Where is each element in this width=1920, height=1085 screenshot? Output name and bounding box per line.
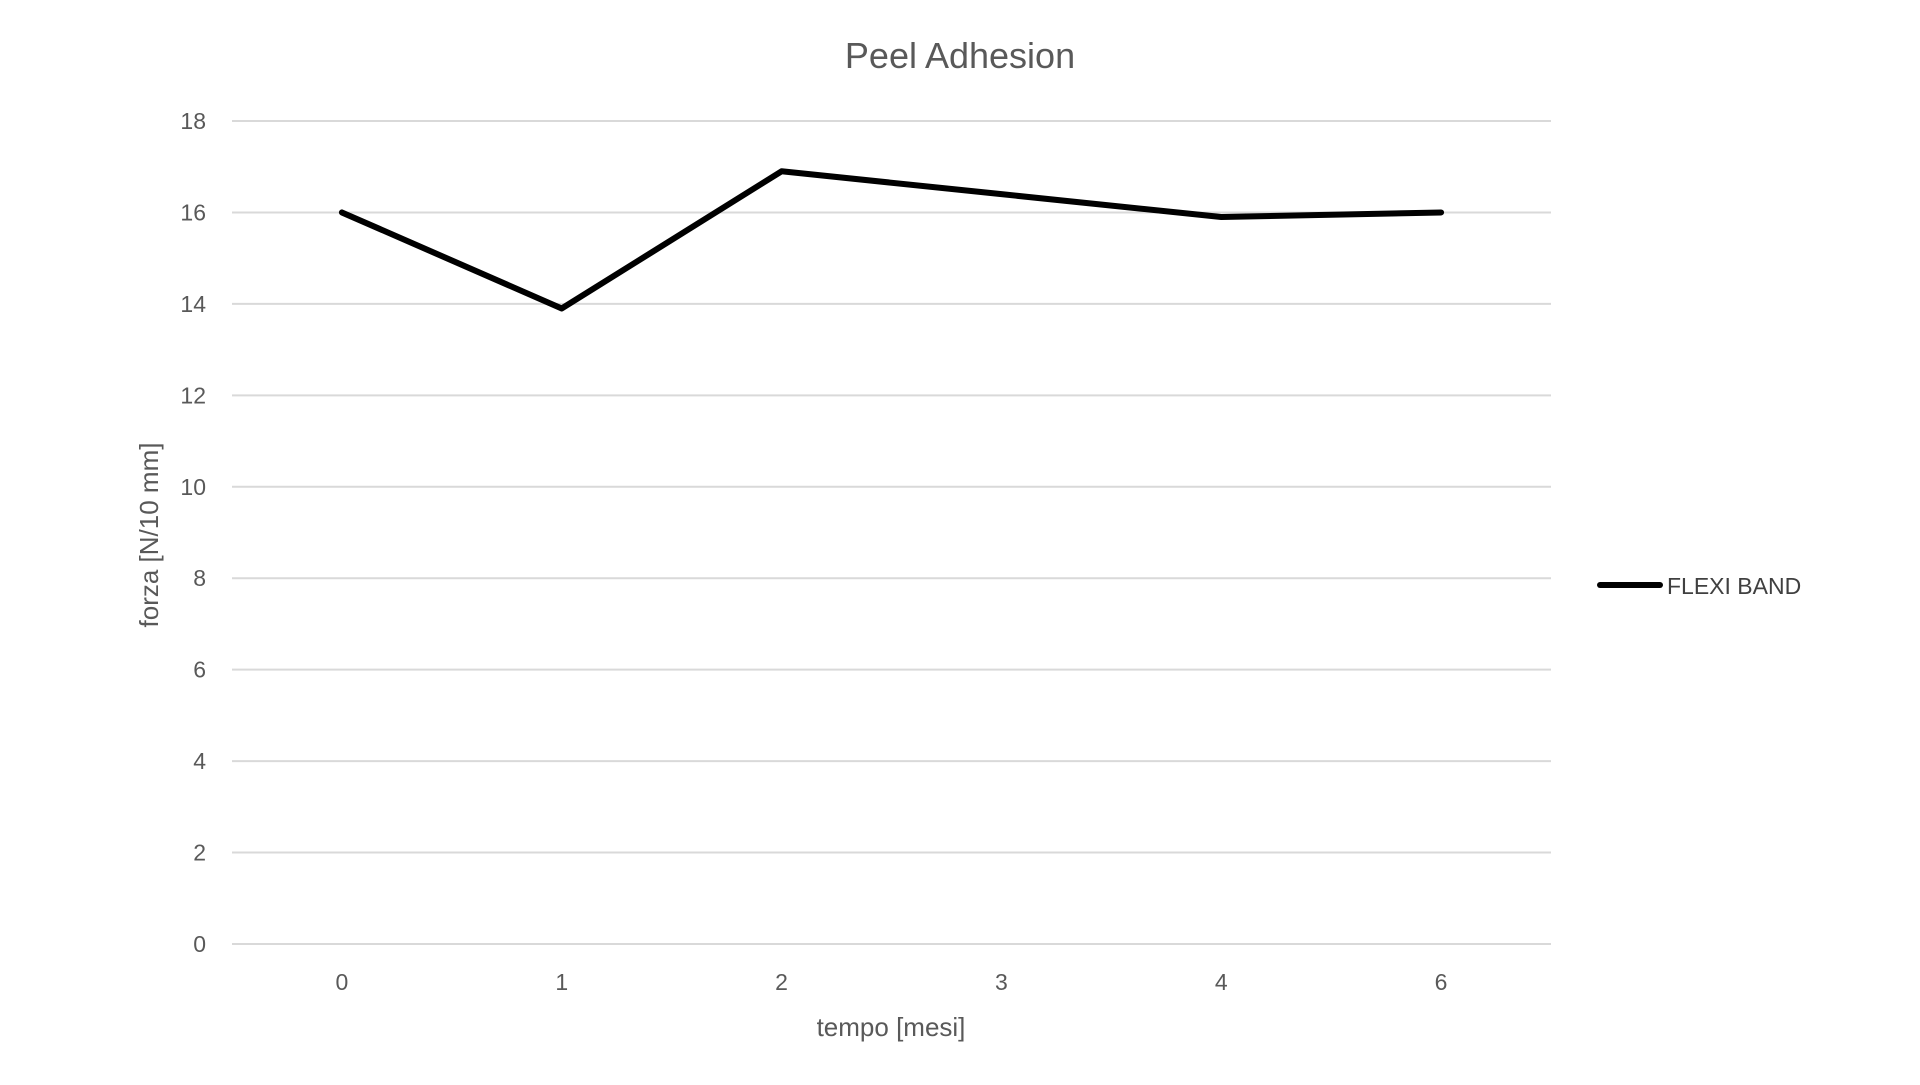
- legend: FLEXI BAND: [1597, 573, 1801, 599]
- x-tick-label: 4: [1215, 969, 1228, 995]
- y-tick-label: 14: [180, 291, 206, 317]
- x-tick-label: 6: [1435, 969, 1448, 995]
- y-tick-label: 8: [193, 565, 206, 591]
- x-tick-label: 2: [775, 969, 788, 995]
- x-axis-label: tempo [mesi]: [817, 1012, 966, 1042]
- y-tick-label: 10: [180, 474, 206, 500]
- series-line: [338, 168, 1445, 312]
- x-axis-ticks: 0 1 2 3 4 6: [336, 969, 1448, 995]
- y-tick-label: 18: [180, 108, 206, 134]
- y-tick-label: 12: [180, 382, 206, 408]
- y-tick-label: 16: [180, 199, 206, 225]
- legend-label: FLEXI BAND: [1667, 573, 1801, 599]
- series-lines: [338, 168, 1445, 312]
- x-tick-label: 3: [995, 969, 1008, 995]
- y-axis-ticks: 0 2 4 6 8 10 12 14 16 18: [180, 108, 206, 957]
- chart-title: Peel Adhesion: [845, 35, 1075, 76]
- x-tick-label: 1: [555, 969, 568, 995]
- x-tick-label: 0: [336, 969, 349, 995]
- y-tick-label: 0: [193, 931, 206, 957]
- y-tick-label: 6: [193, 657, 206, 683]
- y-tick-label: 4: [193, 748, 206, 774]
- y-tick-label: 2: [193, 840, 206, 866]
- gridlines: [232, 120, 1551, 945]
- y-axis-label: forza [N/10 mm]: [134, 443, 164, 628]
